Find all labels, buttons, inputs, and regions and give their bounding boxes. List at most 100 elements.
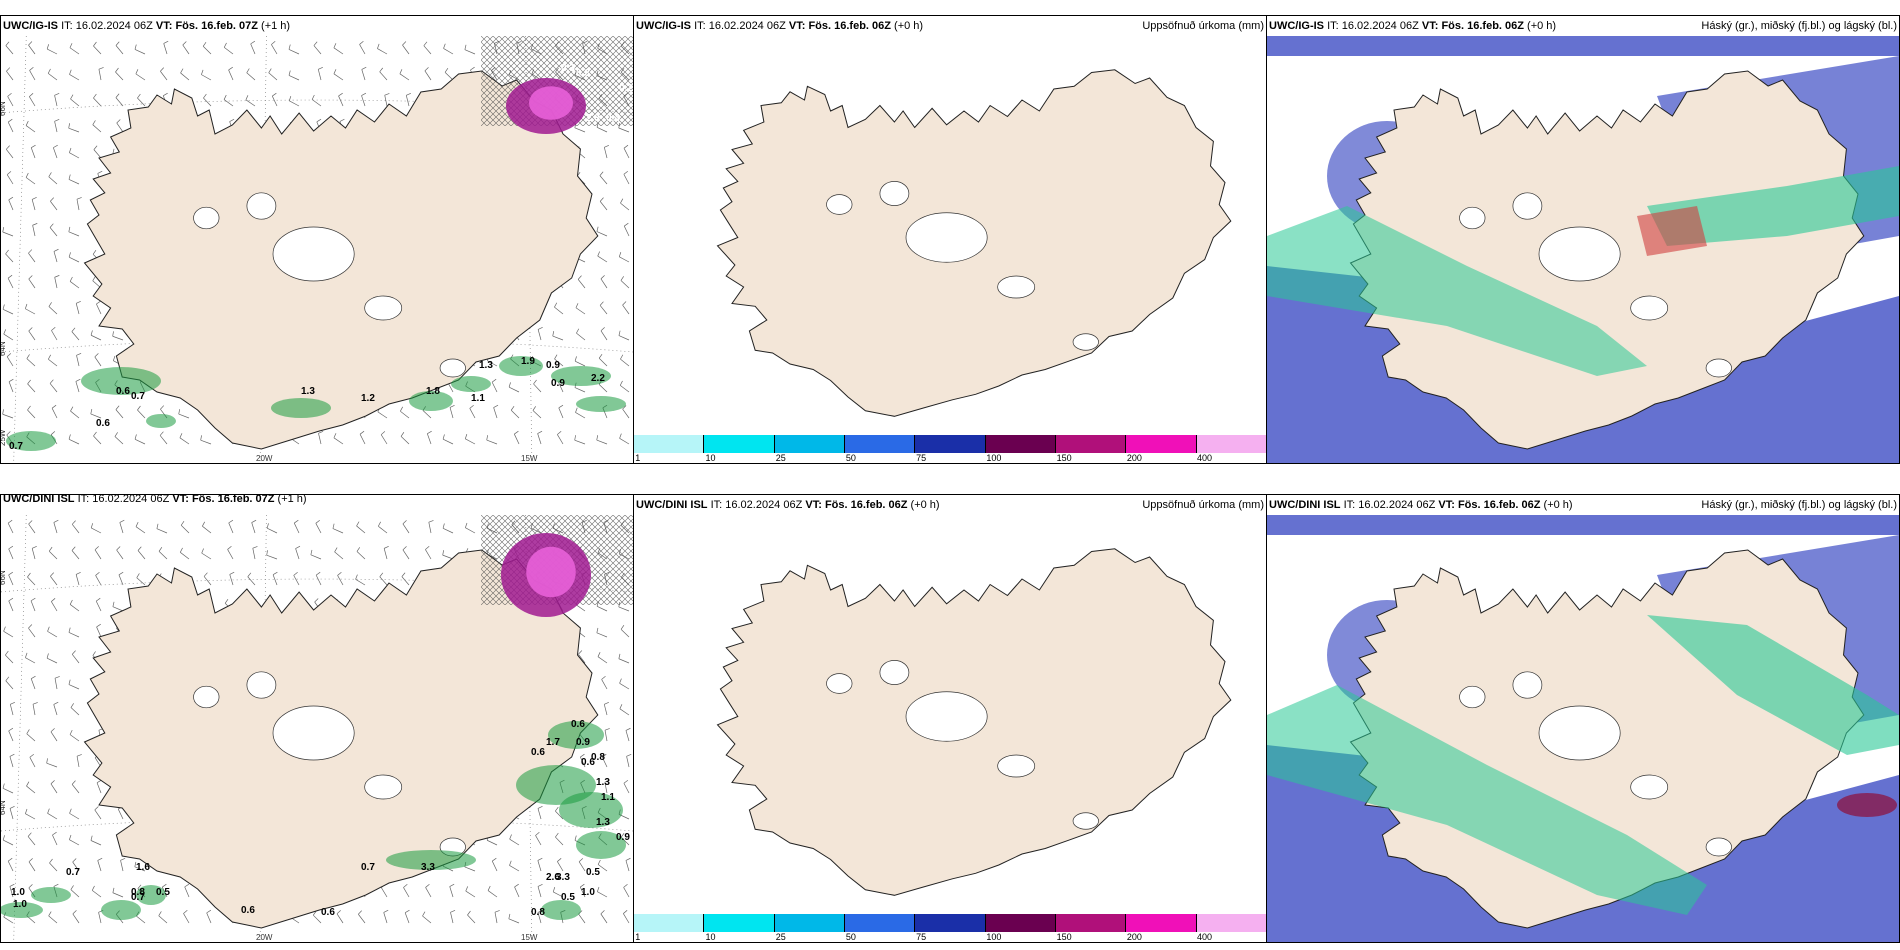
precip-peak [529, 86, 573, 120]
colorbar-tick-label: 400 [1197, 453, 1213, 463]
precip-value-label: 3.3 [556, 872, 570, 883]
glacier-patch [826, 673, 853, 694]
lead-time: (+1 h) [277, 494, 307, 505]
panel-wind-igis: UWC/IG-IS IT: 16.02.2024 06Z VT: Fös. 16… [0, 15, 634, 464]
glacier-patch [1630, 295, 1669, 321]
precip-light [576, 831, 626, 859]
panel-header: UWC/DINI ISL IT: 16.02.2024 06Z VT: Fös.… [1267, 495, 1899, 515]
precip-value-label: 0.6 [321, 907, 335, 918]
vt-value: Fös. 16.feb. 06Z [824, 499, 908, 511]
precip-value-label: 2.6 [546, 872, 560, 883]
precip-light [499, 356, 543, 376]
precip-light [559, 792, 623, 828]
colorbar-tick-label: 75 [916, 453, 927, 463]
precip-value-label: 3.3 [421, 862, 435, 873]
colorbar-tick-label: 100 [986, 453, 1002, 463]
precip-value-label: 0.6 [116, 386, 130, 397]
glacier-patch [997, 754, 1036, 778]
colorbar-tick-label: 200 [1126, 453, 1142, 463]
precip-value-label: 0.3 [561, 63, 575, 74]
panel-header: UWC/DINI ISL IT: 16.02.2024 06Z VT: Fös.… [1, 494, 633, 509]
panel-header: UWC/DINI ISL IT: 16.02.2024 06Z VT: Fös.… [634, 495, 1266, 515]
precip-value-label: 0.6 [571, 719, 585, 730]
glacier-patch [826, 194, 853, 215]
glacier-patch [246, 671, 277, 699]
precip-value-label: 1.3 [301, 386, 315, 397]
vt-value: Fös. 16.feb. 06Z [1441, 20, 1524, 32]
panel-title: Uppsöfnuð úrkoma (mm) [1142, 20, 1264, 32]
precip-light [271, 398, 331, 418]
lead-time: (+0 h) [1527, 20, 1557, 32]
colorbar-tick-label: 150 [1056, 932, 1072, 942]
precip-light [409, 391, 453, 411]
glacier-patch [1705, 837, 1732, 857]
glacier-patch [879, 660, 910, 685]
colorbar-swatch [985, 914, 1056, 932]
colorbar-tick-label: 25 [775, 932, 786, 942]
precip-value-label: 0.9 [616, 832, 630, 843]
lead-time: (+0 h) [1543, 499, 1573, 511]
precip-value-label: 0.7 [131, 391, 145, 402]
precip-light [576, 396, 626, 412]
panel-precip-dini: UWC/DINI ISL IT: 16.02.2024 06Z VT: Fös.… [633, 494, 1267, 943]
glacier-patch [879, 181, 910, 206]
it-label: IT: [1343, 499, 1356, 511]
glacier-patch [1630, 774, 1669, 800]
cloud-layer-mid [1267, 166, 1899, 376]
panel-title: Uppsöfnuð úrkoma (mm) [1142, 499, 1264, 511]
glacier-patch [905, 212, 988, 263]
precip-value-label: 0.6 [241, 905, 255, 916]
precip-value-label: 1.0 [11, 887, 25, 898]
glacier-patch [1459, 685, 1486, 709]
colorbar-tick-label: 10 [705, 453, 716, 463]
colorbar-swatch [1126, 914, 1197, 932]
glacier-patch [1538, 226, 1621, 282]
panel-header: UWC/IG-IS IT: 16.02.2024 06Z VT: Fös. 16… [634, 16, 1266, 36]
glacier-patch [246, 192, 277, 220]
precip-value-label: 1.0 [13, 899, 27, 910]
precip-value-label: 0.6 [531, 747, 545, 758]
precip-value-label: 2.2 [591, 373, 605, 384]
vt-value: Fös. 16.feb. 07Z [191, 494, 275, 505]
colorbar-swatch [704, 914, 775, 932]
colorbar-swatches [634, 435, 1266, 453]
precip-value-label: 1.3 [479, 360, 493, 371]
colorbar-tick-label: 25 [775, 453, 786, 463]
model-name: UWC/DINI ISL [3, 494, 75, 505]
colorbar-tick-label: 50 [845, 932, 856, 942]
precip-value-label: 0.9 [576, 737, 590, 748]
glacier-patch [905, 691, 988, 742]
axis-label: 20W [256, 454, 273, 463]
colorbar-labels: 1 10 25 50 75 100 150 200 400 [634, 932, 1266, 942]
it-value: 16.02.2024 06Z [725, 499, 803, 511]
precip-value-label: 1.0 [581, 887, 595, 898]
map-area [1267, 515, 1899, 942]
precip-colorbar: 1 10 25 50 75 100 150 200 400 [634, 914, 1266, 942]
axis-label: 64N [1, 341, 7, 356]
precip-light [101, 900, 141, 920]
colorbar-swatch [844, 435, 916, 453]
precip-value-label: 1.8 [426, 386, 440, 397]
colorbar-swatch [1055, 914, 1127, 932]
glacier-patch [272, 226, 355, 282]
precip-value-label: 0.2 [619, 83, 633, 94]
it-label: IT: [694, 20, 706, 32]
precip-value-label: 0.8 [131, 887, 145, 898]
precip-value-label: 0.9 [551, 378, 565, 389]
colorbar-labels: 1 10 25 50 75 100 150 200 400 [634, 453, 1266, 463]
colorbar-swatch [634, 435, 705, 453]
colorbar-swatch [634, 914, 705, 932]
precip-light [386, 850, 476, 870]
map-area [634, 36, 1266, 435]
precip-value-label: 1.9 [521, 356, 535, 367]
precip-value-label: 1.1 [471, 393, 485, 404]
map-area [1267, 36, 1899, 463]
panel-wind-dini: UWC/DINI ISL IT: 16.02.2024 06Z VT: Fös.… [0, 494, 634, 943]
glacier-patch [1072, 812, 1099, 830]
precip-light [548, 721, 604, 749]
precip-value-label: 1.3 [596, 777, 610, 788]
colorbar-swatch [774, 914, 845, 932]
vt-label: VT: [788, 20, 806, 32]
panel-header: UWC/IG-IS IT: 16.02.2024 06Z VT: Fös. 16… [1, 16, 633, 36]
it-value: 16.02.2024 06Z [92, 494, 170, 505]
